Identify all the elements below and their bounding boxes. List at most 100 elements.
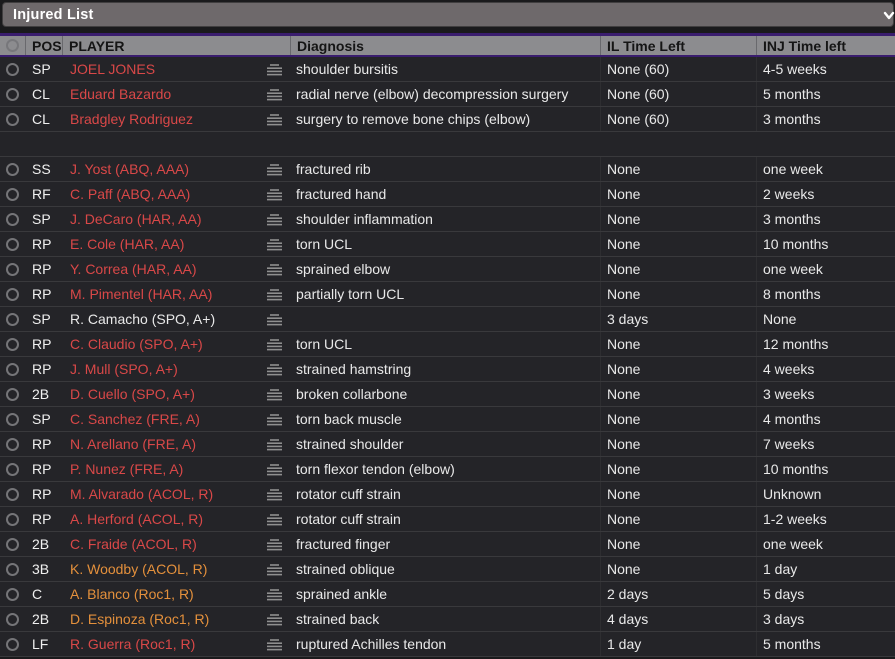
table-row[interactable]: RP M. Pimentel (HAR, AA) partially torn UC…: [0, 282, 895, 307]
player-cell: N. Arellano (FRE, A): [62, 432, 290, 456]
table-row[interactable]: RP Y. Correa (HAR, AA) sprained elbow None o…: [0, 257, 895, 282]
player-name-link[interactable]: JOEL JONES: [70, 61, 156, 77]
table-row[interactable]: RP M. Alvarado (ACOL, R) rotator cuff stra…: [0, 482, 895, 507]
table-row[interactable]: RP N. Arellano (FRE, A) strained shoulder N…: [0, 432, 895, 457]
row-select-radio[interactable]: [0, 632, 25, 656]
text-lines-menu-icon[interactable]: [266, 188, 283, 201]
header-select-column[interactable]: [0, 36, 25, 55]
row-select-radio[interactable]: [0, 582, 25, 606]
player-name-link[interactable]: Eduard Bazardo: [70, 86, 172, 102]
player-name-link[interactable]: M. Alvarado (ACOL, R): [70, 486, 214, 502]
row-select-radio[interactable]: [0, 232, 25, 256]
row-select-radio[interactable]: [0, 532, 25, 556]
text-lines-menu-icon[interactable]: [266, 288, 283, 301]
text-lines-menu-icon[interactable]: [266, 588, 283, 601]
row-select-radio[interactable]: [0, 257, 25, 281]
row-select-radio[interactable]: [0, 332, 25, 356]
row-select-radio[interactable]: [0, 382, 25, 406]
player-name-link[interactable]: A. Herford (ACOL, R): [70, 511, 204, 527]
table-row[interactable]: CL Eduard Bazardo radial nerve (elbow) dec…: [0, 82, 895, 107]
text-lines-menu-icon[interactable]: [266, 88, 283, 101]
text-lines-menu-icon[interactable]: [266, 488, 283, 501]
table-row[interactable]: RP J. Mull (SPO, A+) strained hamstring Non…: [0, 357, 895, 382]
player-name-link[interactable]: R. Camacho (SPO, A+): [70, 311, 216, 327]
row-select-radio[interactable]: [0, 107, 25, 131]
row-select-radio[interactable]: [0, 407, 25, 431]
text-lines-menu-icon[interactable]: [266, 388, 283, 401]
table-row[interactable]: C A. Blanco (Roc1, R) sprained ankle 2 days…: [0, 582, 895, 607]
table-row[interactable]: SP R. Camacho (SPO, A+) 3 days None: [0, 307, 895, 332]
player-name-link[interactable]: E. Cole (HAR, AA): [70, 236, 185, 252]
player-name-link[interactable]: R. Guerra (Roc1, R): [70, 636, 196, 652]
header-diagnosis[interactable]: Diagnosis: [290, 36, 600, 55]
row-select-radio[interactable]: [0, 482, 25, 506]
row-select-radio[interactable]: [0, 282, 25, 306]
text-lines-menu-icon[interactable]: [266, 363, 283, 376]
table-row[interactable]: RP P. Nunez (FRE, A) torn flexor tendon (e…: [0, 457, 895, 482]
player-name-link[interactable]: D. Cuello (SPO, A+): [70, 386, 195, 402]
text-lines-menu-icon[interactable]: [266, 313, 283, 326]
text-lines-menu-icon[interactable]: [266, 63, 283, 76]
player-name-link[interactable]: A. Blanco (Roc1, R): [70, 586, 194, 602]
text-lines-menu-icon[interactable]: [266, 263, 283, 276]
header-pos[interactable]: POS: [25, 36, 62, 55]
text-lines-menu-icon[interactable]: [266, 113, 283, 126]
header-inj-time-left[interactable]: INJ Time left: [756, 36, 895, 55]
player-name-link[interactable]: J. DeCaro (HAR, AA): [70, 211, 202, 227]
row-select-radio[interactable]: [0, 182, 25, 206]
row-select-radio[interactable]: [0, 157, 25, 181]
header-il-time-left[interactable]: IL Time Left: [600, 36, 756, 55]
table-row[interactable]: 3B K. Woodby (ACOL, R) strained oblique Non…: [0, 557, 895, 582]
text-lines-menu-icon[interactable]: [266, 238, 283, 251]
text-lines-menu-icon[interactable]: [266, 413, 283, 426]
table-row[interactable]: SP J. DeCaro (HAR, AA) shoulder inflammati…: [0, 207, 895, 232]
table-row[interactable]: 2B C. Fraide (ACOL, R) fractured finger Non…: [0, 532, 895, 557]
player-name-link[interactable]: N. Arellano (FRE, A): [70, 436, 197, 452]
player-name-link[interactable]: M. Pimentel (HAR, AA): [70, 286, 213, 302]
row-select-radio[interactable]: [0, 507, 25, 531]
player-name-link[interactable]: C. Paff (ABQ, AAA): [70, 186, 191, 202]
text-lines-menu-icon[interactable]: [266, 563, 283, 576]
table-row[interactable]: RP C. Claudio (SPO, A+) torn UCL None 12 mon…: [0, 332, 895, 357]
text-lines-menu-icon[interactable]: [266, 538, 283, 551]
row-select-radio[interactable]: [0, 82, 25, 106]
player-name-link[interactable]: J. Mull (SPO, A+): [70, 361, 178, 377]
text-lines-menu-icon[interactable]: [266, 438, 283, 451]
player-name-link[interactable]: D. Espinoza (Roc1, R): [70, 611, 210, 627]
table-row[interactable]: SP JOEL JONES shoulder bursitis None (60) 4-…: [0, 57, 895, 82]
table-row[interactable]: RP E. Cole (HAR, AA) torn UCL None 10 months: [0, 232, 895, 257]
player-name-link[interactable]: C. Fraide (ACOL, R): [70, 536, 197, 552]
table-row[interactable]: SS J. Yost (ABQ, AAA) fractured rib None one…: [0, 157, 895, 182]
row-select-radio[interactable]: [0, 607, 25, 631]
row-select-radio[interactable]: [0, 57, 25, 81]
table-row[interactable]: CL Bradgley Rodriguez surgery to remove bo…: [0, 107, 895, 132]
row-select-radio[interactable]: [0, 432, 25, 456]
player-name-link[interactable]: C. Claudio (SPO, A+): [70, 336, 203, 352]
table-row[interactable]: 2B D. Espinoza (Roc1, R) strained back 4 da…: [0, 607, 895, 632]
text-lines-menu-icon[interactable]: [266, 338, 283, 351]
row-select-radio[interactable]: [0, 457, 25, 481]
player-name-link[interactable]: Y. Correa (HAR, AA): [70, 261, 197, 277]
player-name-link[interactable]: C. Sanchez (FRE, A): [70, 411, 200, 427]
table-row[interactable]: SP C. Sanchez (FRE, A) torn back muscle Non…: [0, 407, 895, 432]
header-player[interactable]: PLAYER: [62, 36, 290, 55]
player-name-link[interactable]: P. Nunez (FRE, A): [70, 461, 184, 477]
text-lines-menu-icon[interactable]: [266, 463, 283, 476]
row-select-radio[interactable]: [0, 357, 25, 381]
table-row[interactable]: 2B D. Cuello (SPO, A+) broken collarbone No…: [0, 382, 895, 407]
table-row[interactable]: LF R. Guerra (Roc1, R) ruptured Achilles t…: [0, 632, 895, 657]
chevron-down-icon[interactable]: [882, 8, 895, 22]
text-lines-menu-icon[interactable]: [266, 213, 283, 226]
player-name-link[interactable]: Bradgley Rodriguez: [70, 111, 193, 127]
table-row[interactable]: RF C. Paff (ABQ, AAA) fractured hand None 2 …: [0, 182, 895, 207]
player-name-link[interactable]: J. Yost (ABQ, AAA): [70, 161, 190, 177]
table-row[interactable]: RP A. Herford (ACOL, R) rotator cuff strai…: [0, 507, 895, 532]
row-select-radio[interactable]: [0, 557, 25, 581]
text-lines-menu-icon[interactable]: [266, 513, 283, 526]
text-lines-menu-icon[interactable]: [266, 163, 283, 176]
row-select-radio[interactable]: [0, 207, 25, 231]
row-select-radio[interactable]: [0, 307, 25, 331]
text-lines-menu-icon[interactable]: [266, 638, 283, 651]
text-lines-menu-icon[interactable]: [266, 613, 283, 626]
player-name-link[interactable]: K. Woodby (ACOL, R): [70, 561, 208, 577]
